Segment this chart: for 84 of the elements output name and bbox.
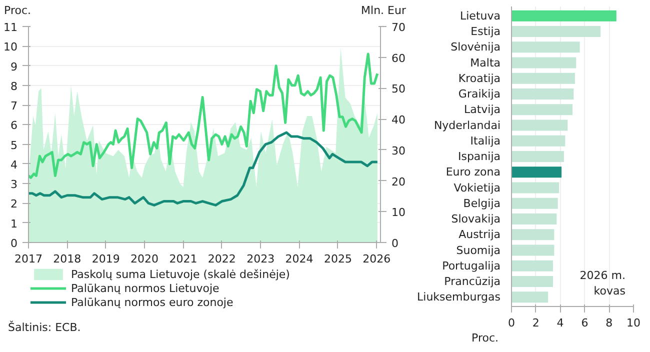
bar — [512, 120, 568, 131]
y-tick-label: Prancūzija — [444, 275, 501, 288]
x-tick-label: 2026 — [362, 252, 391, 266]
y-tick-label: Italija — [470, 134, 501, 148]
bar — [512, 244, 554, 256]
y-tick-label: Slovėnija — [450, 40, 501, 54]
y2-tick-label: 30 — [392, 144, 406, 158]
y-tick-label: 10 — [4, 40, 18, 54]
bar — [512, 214, 557, 224]
y-tick-label: 11 — [4, 21, 18, 34]
x-tick-label: 2020 — [130, 252, 159, 266]
y-tick-label: Portugalija — [442, 259, 501, 272]
bar — [512, 26, 601, 37]
legend-label: Palūkanų normos euro zonoje — [71, 295, 234, 309]
bar — [512, 198, 558, 209]
y2-axis-title: Mln. Eur — [361, 3, 406, 19]
legend-label: Paskolų suma Lietuvoje (skalė dešinėje) — [71, 267, 290, 281]
y-tick-label: 9 — [10, 60, 18, 74]
y-tick-label: Belgija — [463, 196, 501, 210]
x-tick-label: 2018 — [53, 252, 82, 266]
y-tick-label: Lietuva — [460, 9, 501, 22]
x-tick-label: 4 — [556, 316, 564, 330]
y-tick-label: Graikija — [458, 88, 501, 100]
bar — [512, 276, 553, 287]
y-tick-label: 3 — [10, 178, 18, 192]
y2-tick-label: 60 — [392, 52, 406, 65]
bar — [512, 10, 616, 22]
bar — [512, 229, 554, 240]
y-tick-label: Estija — [470, 25, 501, 38]
y2-tick-label: 10 — [392, 206, 406, 220]
y2-tick-label: 70 — [392, 21, 406, 34]
y-tick-label: Kroatija — [458, 72, 501, 85]
y-tick-label: 7 — [10, 100, 18, 113]
bar — [512, 42, 580, 53]
x-tick-label: 8 — [606, 316, 613, 330]
y-tick-label: Euro zona — [446, 166, 501, 179]
bar — [512, 104, 572, 116]
x-tick-label: 10 — [626, 316, 640, 330]
x-tick-label: 6 — [581, 316, 588, 330]
x-tick-label: 2021 — [169, 252, 198, 266]
y-tick-label: 4 — [10, 158, 18, 172]
y-tick-label: 0 — [10, 237, 18, 250]
annotation: 2026 m. kovas — [580, 268, 626, 298]
x-tick-label: 0 — [508, 316, 515, 330]
text: Šaltinis: ECB. — [8, 320, 81, 336]
y2-tick-label: 50 — [392, 82, 406, 96]
bar — [512, 260, 553, 272]
line-series — [28, 131, 379, 206]
x-tick-label: 2017 — [14, 252, 43, 266]
bar — [512, 151, 564, 162]
bar — [512, 135, 566, 146]
legend-label: Palūkanų normos Lietuvoje — [71, 281, 220, 295]
bar — [512, 166, 562, 178]
y-tick-label: 5 — [10, 138, 18, 152]
y-tick-label: Malta — [470, 56, 500, 70]
y-tick-label: Nyderlandai — [434, 118, 501, 132]
y-tick-label: Latvija — [464, 103, 500, 116]
x-tick-label: 2024 — [285, 252, 314, 266]
x-tick-label: 2019 — [92, 252, 120, 266]
bar — [512, 57, 576, 68]
y-tick-label: 2 — [10, 198, 18, 211]
y-tick-label: Slovakija — [451, 212, 501, 226]
y2-tick-label: 40 — [392, 114, 406, 127]
bar — [512, 72, 575, 84]
line-series — [28, 52, 379, 179]
x-tick-label: 2025 — [324, 252, 352, 266]
y-tick-label: Suomija — [456, 244, 501, 257]
x-axis-title: Proc. — [472, 332, 498, 344]
x-tick-label: 2 — [532, 316, 540, 330]
y-tick-label: 1 — [10, 217, 18, 230]
x-tick-label: 2023 — [246, 252, 275, 266]
bar — [512, 292, 548, 303]
y-tick-label: Liuksemburgas — [417, 290, 501, 304]
x-tick-label: 2022 — [208, 252, 236, 266]
y2-tick-label: 20 — [392, 175, 406, 188]
y-tick-label: 6 — [10, 119, 18, 132]
y-tick-label: Ispanija — [458, 150, 501, 163]
y-tick-label: Austrija — [458, 228, 501, 242]
bar — [512, 182, 560, 194]
bar — [512, 88, 574, 100]
y-tick-label: Vokietija — [454, 181, 501, 194]
y-axis-title: Proc. — [4, 3, 31, 19]
y-tick-label: 8 — [10, 80, 18, 93]
y2-tick-label: 0 — [392, 237, 398, 250]
